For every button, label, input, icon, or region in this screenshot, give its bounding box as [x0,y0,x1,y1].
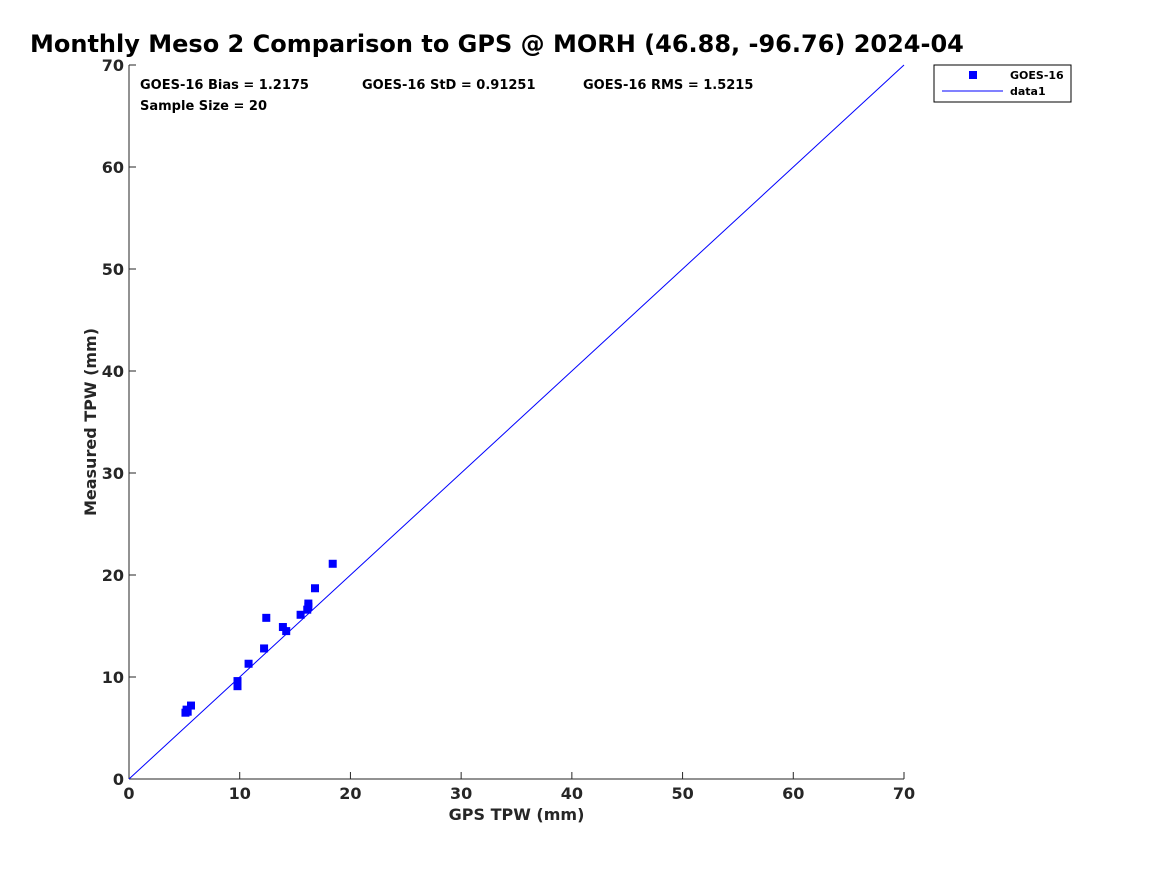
data-point [183,707,192,716]
data-point [282,627,291,636]
data-point [260,644,269,653]
series-line-data1 [128,64,905,780]
x-axis-label: GPS TPW (mm) [449,805,585,824]
x-tick-label: 40 [561,784,583,803]
x-tick-label: 50 [671,784,693,803]
x-tick-label: 0 [123,784,134,803]
plot-area: 0 10 20 30 40 50 60 70 0 10 20 30 40 50 60 70 [102,56,915,803]
y-tick-label: 70 [102,56,124,75]
y-axis-label: Measured TPW (mm) [81,328,100,516]
data-point [328,559,337,568]
data-point [262,613,271,622]
stat-bias: GOES-16 Bias = 1.2175 [140,78,309,93]
y-tick-label: 0 [113,770,124,789]
x-tick-label: 30 [450,784,472,803]
y-tick-label: 10 [102,668,124,687]
stat-sample-size: Sample Size = 20 [140,99,267,114]
data-point [244,659,253,668]
x-tick-label: 10 [229,784,251,803]
x-tick-label: 70 [893,784,915,803]
data-point [296,610,305,619]
legend-marker-goes16 [969,71,977,79]
x-tick-label: 20 [339,784,361,803]
data-point [233,677,242,686]
x-tick-label: 60 [782,784,804,803]
stat-rms: GOES-16 RMS = 1.5215 [583,78,753,93]
stat-std: GOES-16 StD = 0.91251 [362,78,536,93]
data-point [233,682,242,691]
legend-box [933,64,1072,103]
y-tick-label: 60 [102,158,124,177]
legend: GOES-16 data1 [933,64,1072,103]
y-tick-label: 40 [102,362,124,381]
data-point [278,623,287,632]
legend-label-goes16: GOES-16 [1010,69,1064,82]
chart-title: Monthly Meso 2 Comparison to GPS @ MORH … [30,30,964,58]
y-tick-label: 30 [102,464,124,483]
legend-label-data1: data1 [1010,85,1046,98]
data-point [304,602,313,611]
y-tick-label: 50 [102,260,124,279]
data-point [187,701,195,710]
data-point [311,584,319,593]
y-tick-label: 20 [102,566,124,585]
